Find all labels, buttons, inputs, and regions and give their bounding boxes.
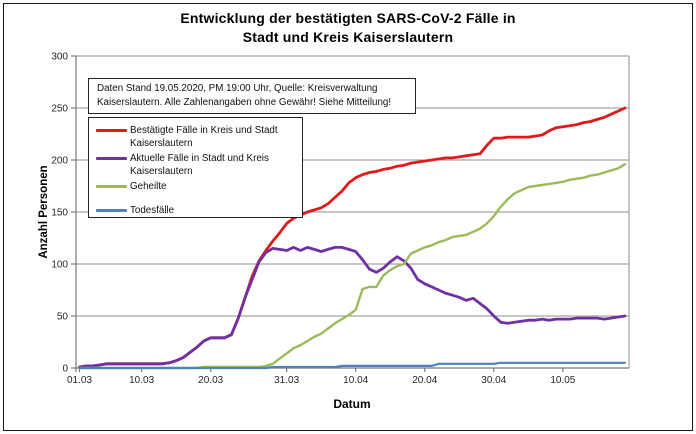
annotation-box: Daten Stand 19.05.2020, PM 19:00 Uhr, Qu… xyxy=(88,78,416,114)
chart-title-line-2: Stadt und Kreis Kaiserslautern xyxy=(242,28,454,45)
y-tick-label-150: 150 xyxy=(51,208,68,219)
y-tick-label-50: 50 xyxy=(57,312,69,323)
x-tick-label-31.03: 31.03 xyxy=(274,375,299,386)
legend-label-aktuelle-faelle: Aktuelle Fälle in Stadt und Kreis Kaiser… xyxy=(130,153,269,177)
legend-entry-bestaetigte-faelle: Bestätigte Fälle in Kreis und Stadt Kais… xyxy=(96,124,302,152)
legend-swatch-geheilte xyxy=(96,185,127,188)
x-tick-label-20.04: 20.04 xyxy=(412,375,437,386)
legend-entry-todesfaelle: Todesfälle xyxy=(96,204,302,226)
legend-label-bestaetigte-faelle: Bestätigte Fälle in Kreis und Stadt Kais… xyxy=(130,125,278,149)
legend-swatch-bestaetigte-faelle xyxy=(96,129,127,132)
x-tick-label-10.03: 10.03 xyxy=(129,375,154,386)
annotation-line-2: Kaiserslautern. Alle Zahlenangaben ohne … xyxy=(97,97,392,108)
legend-label-geheilte: Geheilte xyxy=(130,181,167,192)
legend-label-todesfaelle: Todesfälle xyxy=(130,205,175,216)
y-tick-label-250: 250 xyxy=(51,104,68,115)
y-tick-label-0: 0 xyxy=(62,364,68,375)
chart-title-line-1: Entwicklung der bestätigten SARS-CoV-2 F… xyxy=(180,10,516,26)
line-aktuelle-faelle xyxy=(78,245,627,369)
x-tick-label-10.04: 10.04 xyxy=(343,375,368,386)
x-tick-label-10.05: 10.05 xyxy=(550,375,575,386)
x-tick-label-30.04: 30.04 xyxy=(481,375,506,386)
legend-entry-aktuelle-faelle: Aktuelle Fälle in Stadt und Kreis Kaiser… xyxy=(96,152,302,180)
x-tick-label-01.03: 01.03 xyxy=(67,375,92,386)
y-axis-title: Anzahl Personen xyxy=(38,165,50,259)
chart-title: Entwicklung der bestätigten SARS-CoV-2 F… xyxy=(0,9,696,46)
line-todesfaelle xyxy=(78,361,627,370)
y-tick-label-100: 100 xyxy=(51,260,68,271)
annotation-line-1: Daten Stand 19.05.2020, PM 19:00 Uhr, Qu… xyxy=(97,83,378,94)
legend-swatch-todesfaelle xyxy=(96,209,127,212)
x-tick-label-20.03: 20.03 xyxy=(198,375,223,386)
y-tick-label-300: 300 xyxy=(51,52,68,63)
legend-swatch-aktuelle-faelle xyxy=(96,157,127,160)
legend: Bestätigte Fälle in Kreis und Stadt Kais… xyxy=(88,117,303,218)
y-tick-label-200: 200 xyxy=(51,156,68,167)
legend-entry-geheilte: Geheilte xyxy=(96,180,302,204)
x-axis-title: Datum xyxy=(333,397,371,411)
